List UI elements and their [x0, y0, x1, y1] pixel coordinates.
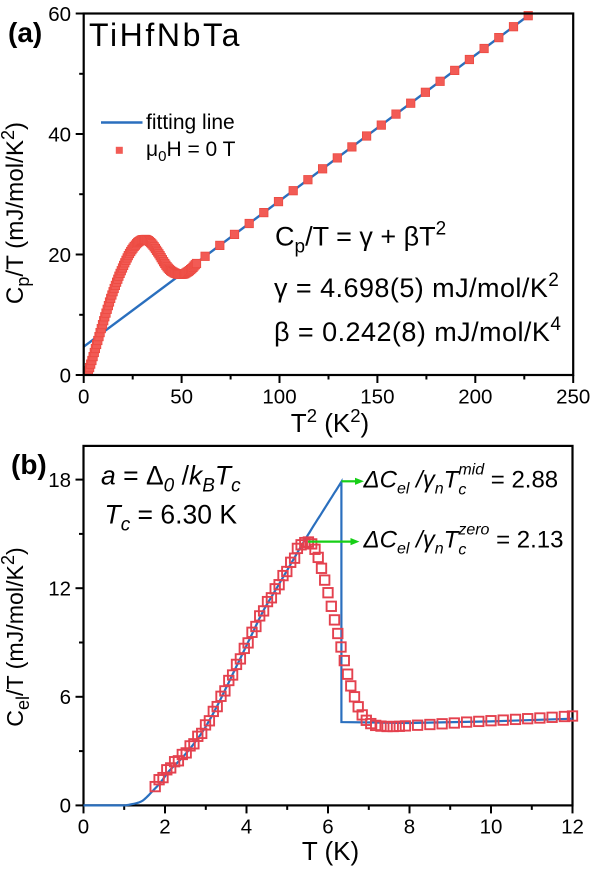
svg-text:Tc = 6.30 K: Tc = 6.30 K	[105, 500, 238, 536]
svg-text:γ = 4.698(5) mJ/mol/K2: γ = 4.698(5) mJ/mol/K2	[274, 270, 559, 303]
svg-text:150: 150	[360, 386, 394, 409]
svg-text:6: 6	[60, 686, 71, 709]
svg-text:0: 0	[78, 386, 89, 409]
svg-text:T2 (K2): T2 (K2)	[291, 405, 369, 438]
svg-text:100: 100	[262, 386, 296, 409]
svg-text:8: 8	[404, 816, 415, 839]
svg-text:(a): (a)	[8, 17, 42, 48]
svg-text:18: 18	[48, 469, 71, 492]
svg-text:20: 20	[48, 244, 71, 267]
svg-text:2: 2	[159, 816, 170, 839]
svg-text:(b): (b)	[11, 449, 47, 480]
svg-text:6: 6	[322, 816, 333, 839]
svg-text:Cp/T (mJ/mol/K2): Cp/T (mJ/mol/K2)	[0, 122, 33, 304]
svg-text:0: 0	[78, 816, 89, 839]
svg-text:T (K): T (K)	[302, 836, 359, 866]
svg-text:Cel/T (mJ/mol/K2): Cel/T (mJ/mol/K2)	[0, 547, 33, 727]
svg-text:TiHfNbTa: TiHfNbTa	[89, 17, 242, 53]
svg-text:12: 12	[48, 578, 71, 601]
svg-text:50: 50	[170, 386, 193, 409]
svg-text:60: 60	[48, 3, 71, 26]
svg-text:10: 10	[480, 816, 503, 839]
svg-text:250: 250	[556, 386, 590, 409]
svg-text:4: 4	[241, 816, 252, 839]
svg-text:40: 40	[48, 123, 71, 146]
svg-text:0: 0	[60, 364, 71, 387]
svg-text:ΔCel /γnTczero = 2.13: ΔCel /γnTczero = 2.13	[363, 522, 564, 559]
svg-text:β = 0.242(8) mJ/mol/K4: β = 0.242(8) mJ/mol/K4	[274, 314, 561, 347]
svg-text:fitting line: fitting line	[146, 111, 235, 134]
svg-text:200: 200	[458, 386, 492, 409]
svg-text:0: 0	[60, 795, 71, 818]
svg-text:12: 12	[561, 816, 584, 839]
